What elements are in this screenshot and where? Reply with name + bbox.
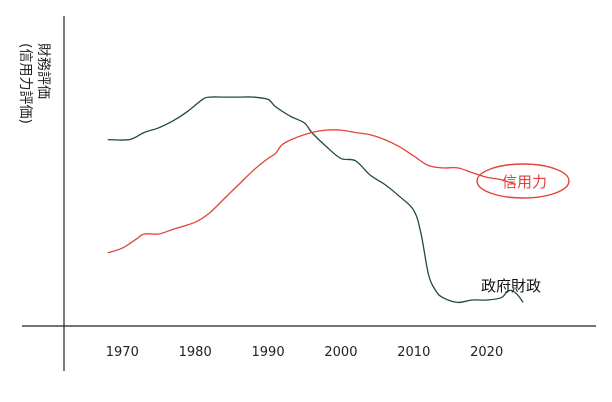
series-label-shinyo: 信用力 [502,173,547,191]
x-tick-labels: 1970 1980 1990 2000 2010 2020 [106,345,503,360]
x-tick-label-1990: 1990 [252,345,285,360]
x-tick-label-1980: 1980 [179,345,212,360]
x-tick-label-2000: 2000 [324,345,357,360]
series-label-zaisei: 政府財政 [481,277,541,295]
y-axis-label: 財務評価 [35,43,51,99]
y-axis-sublabel: (信用力評価) [17,43,33,124]
series-lines [107,96,524,304]
x-tick-label-2010: 2010 [397,345,430,360]
x-tick-label-2020: 2020 [470,345,503,360]
series-label-highlight [476,163,570,199]
series-line-1 [107,129,517,254]
x-tick-label-1970: 1970 [106,345,139,360]
series-line-0 [107,96,524,304]
